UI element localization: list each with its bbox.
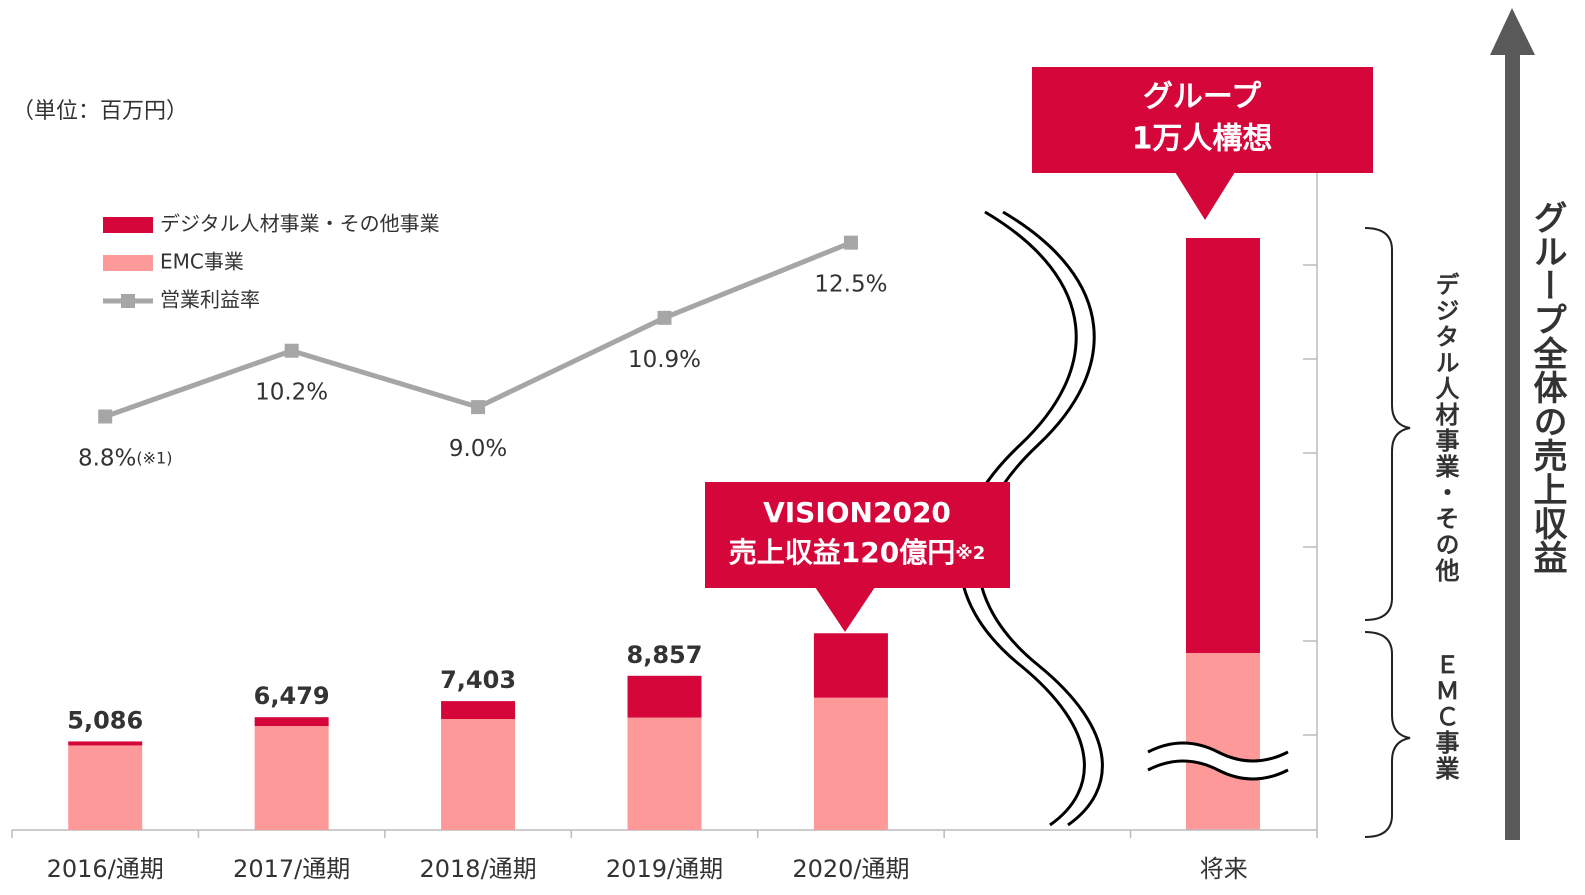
arrow-label: グループ全体の売上収益 — [1527, 200, 1567, 574]
bar-segment — [254, 726, 329, 830]
legend-label: デジタル人材事業・その他事業 — [160, 212, 440, 236]
total-label: 6,479 — [254, 682, 330, 710]
legend-swatch — [103, 217, 153, 233]
x-tick-label: 2017/通期 — [233, 855, 350, 883]
line-label-value: 12.5% — [814, 271, 887, 297]
bar-segment — [68, 745, 143, 830]
x-tick-label: 2018/通期 — [419, 855, 536, 883]
arrow — [1490, 8, 1535, 840]
callout-text: グループ — [1143, 80, 1262, 115]
bar-segment — [627, 675, 702, 718]
future-bar-top — [1186, 238, 1260, 653]
line-marker — [98, 409, 113, 424]
bar-segment — [68, 741, 143, 746]
x-tick-label: 2016/通期 — [47, 855, 164, 883]
x-tick-label: 将来 — [1200, 855, 1248, 883]
bar-segment — [441, 701, 516, 720]
total-label: 5,086 — [67, 706, 143, 734]
line-label: 10.2% — [255, 379, 328, 405]
x-tick-label: 2019/通期 — [606, 855, 723, 883]
line-label-value: 9.0% — [449, 436, 507, 462]
bar-segment — [813, 633, 888, 698]
legend-marker — [121, 294, 135, 308]
brace — [1364, 227, 1411, 838]
total-label: 7,403 — [440, 666, 516, 694]
line-marker — [843, 235, 858, 250]
line-label: 12.5% — [814, 271, 887, 297]
callout-line: 売上収益120億円 — [729, 536, 955, 569]
callout-text: 1万人構想 — [1132, 122, 1273, 157]
callout: グループ 1万人構想 — [1032, 67, 1373, 220]
line-label-value: 10.9% — [628, 346, 701, 372]
bar-segment — [813, 697, 888, 830]
bar-segment — [627, 717, 702, 830]
callout: VISION2020 売上収益120億円※2 — [705, 482, 1010, 632]
total-label: 8,857 — [627, 641, 703, 669]
bar-break-line — [1147, 741, 1289, 781]
line-label-note: (※1) — [136, 448, 172, 467]
callout-note: ※2 — [955, 543, 985, 564]
line-label: 8.8%(※1) — [78, 445, 173, 471]
bar-segment — [441, 719, 516, 830]
bar-break — [1148, 743, 1288, 779]
legend-label: EMC事業 — [160, 250, 244, 274]
brace-label: デジタル人材事業・その他 — [1431, 272, 1459, 584]
line-label-value: 8.8% — [78, 445, 136, 471]
legend-swatch — [103, 255, 153, 271]
callout-text: 売上収益120億円※2 — [729, 536, 985, 569]
line-label-value: 10.2% — [255, 379, 328, 405]
line-marker — [284, 343, 299, 358]
x-tick-label: 2020/通期 — [792, 855, 909, 883]
line-label: 10.9% — [628, 346, 701, 372]
line-marker — [657, 310, 672, 325]
line-label: 9.0% — [449, 436, 507, 462]
bar-segment — [254, 717, 329, 727]
right-axis — [1303, 170, 1318, 830]
line-marker — [471, 400, 486, 415]
brace-label: ＥＭＣ事業 — [1431, 652, 1459, 782]
unit-label: （単位：百万円） — [12, 99, 188, 124]
future-bar-bottom — [1186, 653, 1260, 830]
callout-text: VISION2020 — [763, 496, 951, 529]
legend-label: 営業利益率 — [160, 288, 260, 312]
